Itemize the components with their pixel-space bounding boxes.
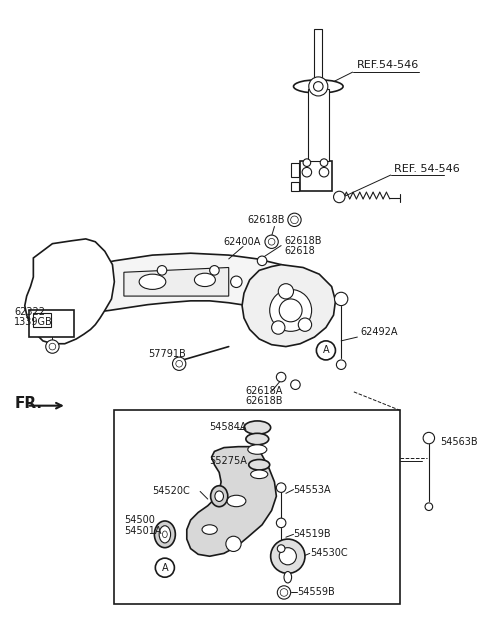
Ellipse shape [215,491,224,501]
Text: 54520C: 54520C [153,487,190,497]
Circle shape [268,238,275,245]
Text: 54559B: 54559B [297,588,335,597]
Ellipse shape [202,525,217,534]
Text: 54501A: 54501A [124,527,161,537]
Circle shape [335,293,348,306]
Text: 62618: 62618 [284,246,315,256]
Circle shape [320,159,328,167]
Polygon shape [124,268,228,296]
Circle shape [157,266,167,275]
Ellipse shape [246,433,269,445]
Text: REF.54-546: REF.54-546 [358,60,420,71]
Text: 62618B: 62618B [248,215,285,225]
Circle shape [230,276,242,287]
Circle shape [156,558,174,577]
Circle shape [49,343,56,350]
Polygon shape [300,161,332,191]
Circle shape [298,318,312,331]
Ellipse shape [139,274,166,289]
Circle shape [316,341,336,360]
Circle shape [265,235,278,249]
Text: 62322: 62322 [14,307,45,317]
Polygon shape [291,182,299,191]
Text: 1339GB: 1339GB [14,317,53,327]
Circle shape [176,361,182,367]
Text: 62618B: 62618B [246,396,283,406]
Ellipse shape [244,421,271,434]
Text: 54584A: 54584A [210,422,247,432]
Text: 54500: 54500 [124,515,155,525]
Ellipse shape [294,80,343,93]
Text: 54519B: 54519B [294,529,331,539]
Circle shape [309,77,328,96]
Bar [308,89,329,161]
Bar [114,410,400,604]
Circle shape [276,483,286,492]
Text: 54553A: 54553A [294,485,331,495]
Circle shape [291,380,300,389]
Text: A: A [323,345,329,356]
Circle shape [226,536,241,551]
Circle shape [172,357,186,370]
Circle shape [257,256,267,266]
Ellipse shape [155,521,175,548]
Bar [29,310,74,337]
Ellipse shape [227,495,246,507]
Circle shape [313,81,323,91]
Circle shape [303,159,311,167]
Circle shape [278,284,294,299]
Polygon shape [25,239,114,343]
Circle shape [272,321,285,334]
Polygon shape [242,265,336,347]
Ellipse shape [249,460,270,470]
Circle shape [291,216,298,224]
Ellipse shape [159,526,170,543]
Ellipse shape [194,273,216,287]
Text: REF. 54-546: REF. 54-546 [394,164,459,174]
Ellipse shape [251,470,268,478]
Ellipse shape [284,572,292,583]
Text: 54530C: 54530C [310,548,348,558]
Circle shape [277,586,291,599]
Circle shape [271,539,305,574]
Text: 62618B: 62618B [284,236,322,245]
Circle shape [423,432,434,444]
Text: FR.: FR. [14,396,42,411]
Polygon shape [291,163,299,177]
Circle shape [319,167,329,177]
Ellipse shape [211,486,228,507]
Ellipse shape [163,531,167,537]
Circle shape [302,167,312,177]
Circle shape [334,191,345,203]
Circle shape [46,340,59,353]
Circle shape [280,589,288,597]
Circle shape [279,548,296,565]
Polygon shape [187,446,276,556]
Circle shape [288,213,301,226]
Circle shape [336,360,346,370]
Circle shape [270,289,312,331]
Text: 57791B: 57791B [148,349,185,359]
Circle shape [277,545,285,553]
Text: 62492A: 62492A [360,328,398,337]
Circle shape [279,299,302,322]
Text: 62400A: 62400A [223,237,260,247]
Text: 54563B: 54563B [440,437,478,447]
Circle shape [210,266,219,275]
Text: A: A [162,563,168,572]
Polygon shape [78,253,319,322]
Text: 55275A: 55275A [210,456,248,466]
Text: 62618A: 62618A [246,387,283,396]
Bar [314,29,322,81]
Bar [33,314,50,326]
Ellipse shape [248,445,267,454]
Circle shape [425,503,432,511]
Circle shape [276,372,286,382]
Circle shape [276,518,286,528]
